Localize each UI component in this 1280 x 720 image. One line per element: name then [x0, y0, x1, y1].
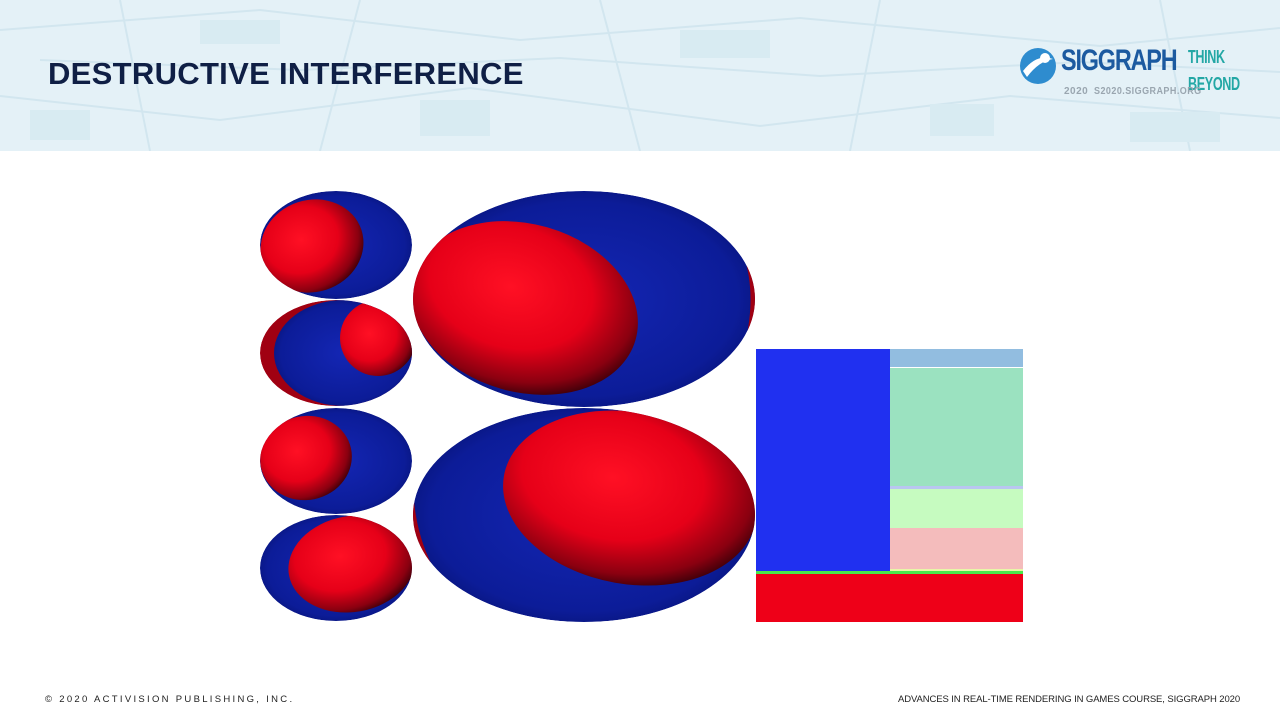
logo-url: S2020.SIGGRAPH.ORG	[1094, 86, 1202, 97]
atlas-strip-yellow	[890, 569, 1023, 572]
atlas-block-light-blue	[890, 349, 1023, 367]
siggraph-swirl-icon	[1020, 48, 1056, 84]
texture-atlas-map	[756, 349, 1023, 622]
logo-tagline-beyond: BEYOND	[1188, 74, 1240, 94]
logo-wordmark: SIGGRAPH	[1061, 44, 1178, 77]
lobe-large-top	[413, 191, 755, 407]
logo-tagline-think: THINK	[1188, 47, 1225, 67]
atlas-block-blue	[756, 349, 890, 571]
lobe-small-1	[260, 191, 412, 299]
atlas-divider-lavender	[890, 486, 1023, 489]
lobe-small-3	[260, 408, 412, 514]
lobe-large-bottom	[413, 408, 755, 622]
footer-copyright: © 2020 ACTIVISION PUBLISHING, INC.	[45, 694, 295, 705]
atlas-block-green	[890, 368, 1023, 486]
logo-year: 2020	[1064, 86, 1089, 97]
atlas-block-pink	[890, 528, 1023, 570]
atlas-block-red	[756, 574, 1023, 622]
slide-title: DESTRUCTIVE INTERFERENCE	[48, 56, 524, 91]
map-texture-background	[0, 0, 1280, 151]
footer-course-name: ADVANCES IN REAL-TIME RENDERING IN GAMES…	[897, 694, 1240, 705]
atlas-strip-green	[756, 571, 1023, 574]
header-band: DESTRUCTIVE INTERFERENCE SIGGRAPH THINK …	[0, 0, 1280, 151]
atlas-block-light-green	[890, 489, 1023, 528]
siggraph-logo: SIGGRAPH THINK BEYOND 2020 S2020.SIGGRAP…	[1018, 44, 1240, 102]
lobe-small-2	[260, 300, 412, 406]
lobe-small-4	[260, 515, 412, 621]
